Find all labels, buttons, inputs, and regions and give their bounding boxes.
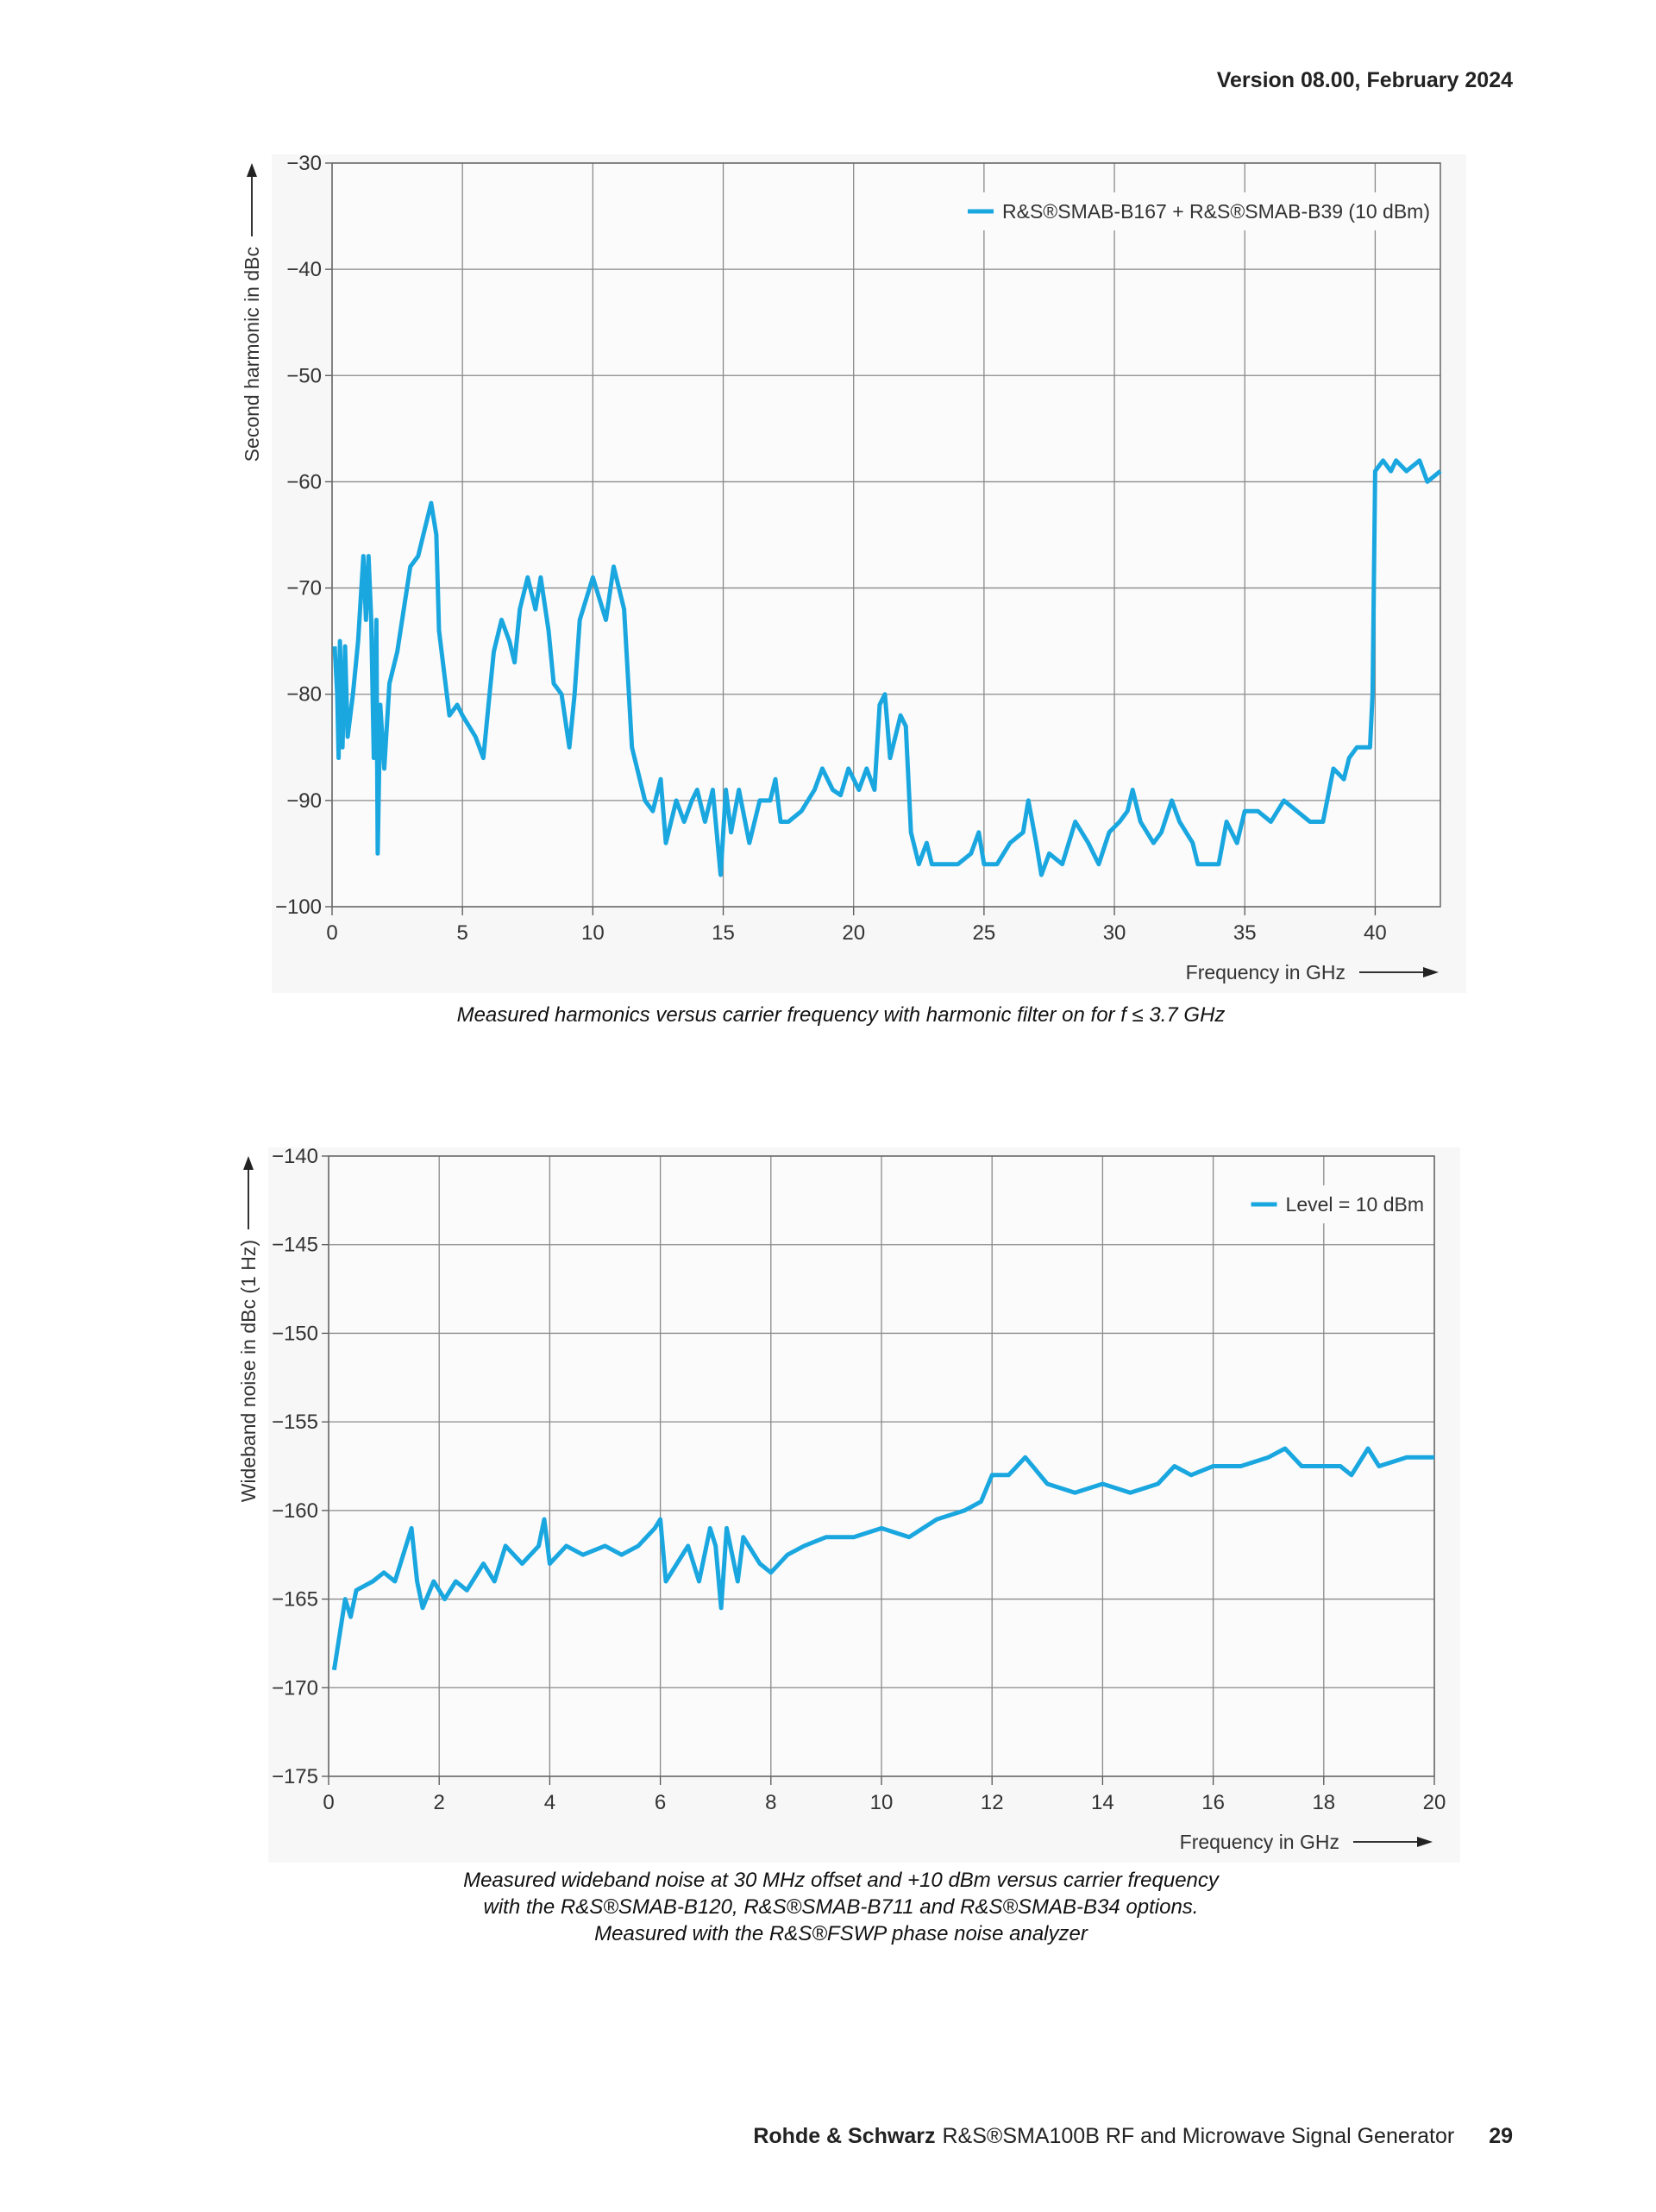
x-axis-arrowhead (1423, 967, 1439, 977)
data-line (332, 458, 1442, 877)
x-tick-label: 0 (326, 921, 337, 945)
x-tick-label: 25 (973, 921, 996, 945)
caption: with the R&S®SMAB-B120, R&S®SMAB-B711 an… (484, 1895, 1199, 1919)
x-tick-label: 10 (870, 1791, 894, 1814)
caption: Measured harmonics versus carrier freque… (457, 1003, 1226, 1027)
y-tick-label: −155 (272, 1411, 318, 1434)
footer-company: Rohde & Schwarz (753, 2124, 935, 2148)
y-tick-label: −160 (272, 1499, 318, 1523)
x-tick-label: 15 (712, 921, 735, 945)
x-tick-label: 2 (434, 1791, 445, 1814)
y-tick-label: −60 (286, 470, 322, 493)
y-tick-label: −175 (272, 1765, 318, 1788)
y-tick-label: −30 (286, 152, 322, 175)
x-tick-label: 16 (1201, 1791, 1225, 1814)
x-tick-label: 5 (456, 921, 467, 945)
header-version: Version 08.00, February 2024 (1217, 68, 1513, 92)
y-tick-label: −145 (272, 1234, 318, 1257)
x-tick-label: 20 (1423, 1791, 1446, 1814)
y-tick-label: −140 (272, 1145, 318, 1168)
x-tick-label: 8 (765, 1791, 776, 1814)
y-tick-label: −90 (286, 789, 322, 813)
x-tick-label: 18 (1312, 1791, 1335, 1814)
x-axis-title: Frequency in GHz (1180, 1831, 1339, 1853)
y-tick-label: −80 (286, 683, 322, 707)
y-axis-arrowhead (243, 1156, 254, 1170)
y-axis-title: Second harmonic in dBc (241, 247, 263, 462)
x-tick-label: 30 (1103, 921, 1126, 945)
y-tick-label: −100 (275, 895, 322, 919)
x-tick-label: 35 (1233, 921, 1257, 945)
y-axis-title: Wideband noise in dBc (1 Hz) (237, 1240, 260, 1502)
y-tick-label: −170 (272, 1676, 318, 1700)
footer: Rohde & Schwarz R&S®SMA100B RF and Microw… (753, 2124, 1513, 2148)
plot-frame (331, 162, 1441, 908)
caption: Measured wideband noise at 30 MHz offset… (463, 1869, 1220, 1892)
x-tick-label: 20 (842, 921, 865, 945)
x-axis-arrowhead (1417, 1837, 1433, 1847)
x-axis-title: Frequency in GHz (1186, 961, 1346, 983)
legend-background (959, 192, 1435, 230)
x-tick-label: 0 (323, 1791, 334, 1814)
legend-label: Level = 10 dBm (1286, 1193, 1424, 1216)
y-tick-label: −40 (286, 258, 322, 281)
legend-label: R&S®SMAB-B167 + R&S®SMAB-B39 (10 dBm) (1002, 200, 1430, 223)
footer-product: R&S®SMA100B RF and Microwave Signal Gene… (943, 2124, 1455, 2148)
y-tick-label: −165 (272, 1588, 318, 1612)
plot-frame (328, 1155, 1435, 1777)
footer-page: 29 (1489, 2124, 1513, 2148)
x-tick-label: 40 (1364, 921, 1387, 945)
caption: Measured with the R&S®FSWP phase noise a… (594, 1922, 1088, 1945)
data-line (331, 1446, 1434, 1671)
x-tick-label: 10 (581, 921, 605, 945)
x-tick-label: 12 (981, 1791, 1004, 1814)
y-axis-arrowhead (247, 163, 257, 177)
x-tick-label: 4 (544, 1791, 555, 1814)
x-tick-label: 6 (655, 1791, 666, 1814)
y-tick-label: −70 (286, 577, 322, 600)
x-tick-label: 14 (1091, 1791, 1114, 1814)
y-tick-label: −150 (272, 1322, 318, 1345)
y-tick-label: −50 (286, 364, 322, 387)
plot-area (332, 163, 1440, 907)
